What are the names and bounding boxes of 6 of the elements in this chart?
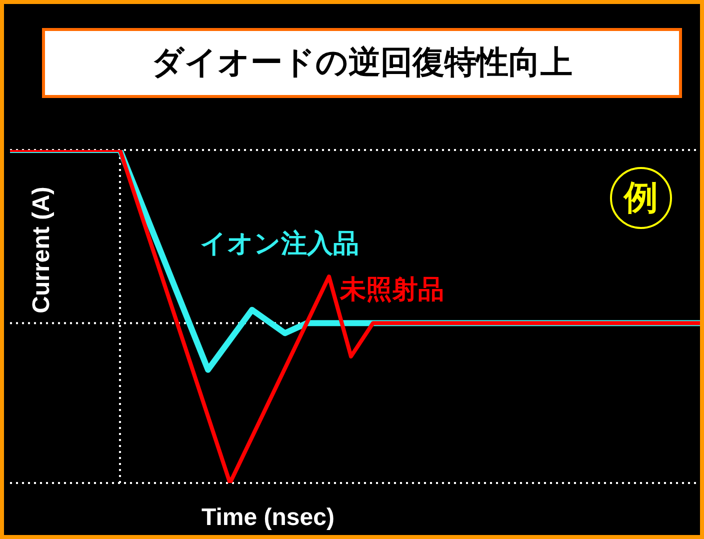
series-label: イオン注入品 — [200, 227, 359, 260]
series-label: 未照射品 — [340, 273, 444, 306]
annotation: 例 — [610, 167, 672, 229]
chart-title: ダイオードの逆回復特性向上 — [42, 28, 682, 98]
x-axis-title: Time (nsec) — [202, 504, 334, 532]
y-axis-title: Current (A) — [28, 186, 56, 314]
